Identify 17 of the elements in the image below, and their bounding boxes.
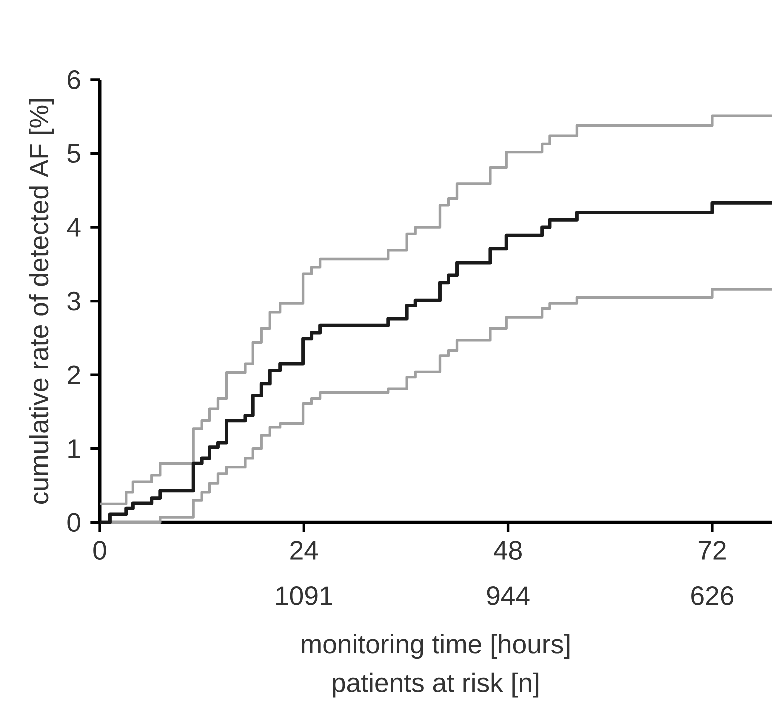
y-tick-label: 1 [68,440,80,458]
text: 944 [487,586,530,606]
y-tick-label: 4 [67,218,81,237]
x-tick-label: 0 [94,540,106,560]
y-tick-label: 3 [68,292,80,311]
x-tick-label: 24 [290,540,318,560]
text: patients at risk [n] [333,672,539,698]
y-tick-label: 0 [68,513,80,532]
x-axis-title: monitoring time [hours] [302,634,570,659]
text: 1091 [276,586,332,606]
x-tick-label: 72 [698,540,726,560]
y-tick-label: 6 [68,70,80,90]
text: 626 [692,586,734,606]
x-tick-label: 48 [494,540,522,560]
y-axis-title: cumulative rate of detected AF [%] [29,99,54,504]
y-tick-label: 5 [68,144,80,163]
y-tick-label: 2 [68,366,80,384]
